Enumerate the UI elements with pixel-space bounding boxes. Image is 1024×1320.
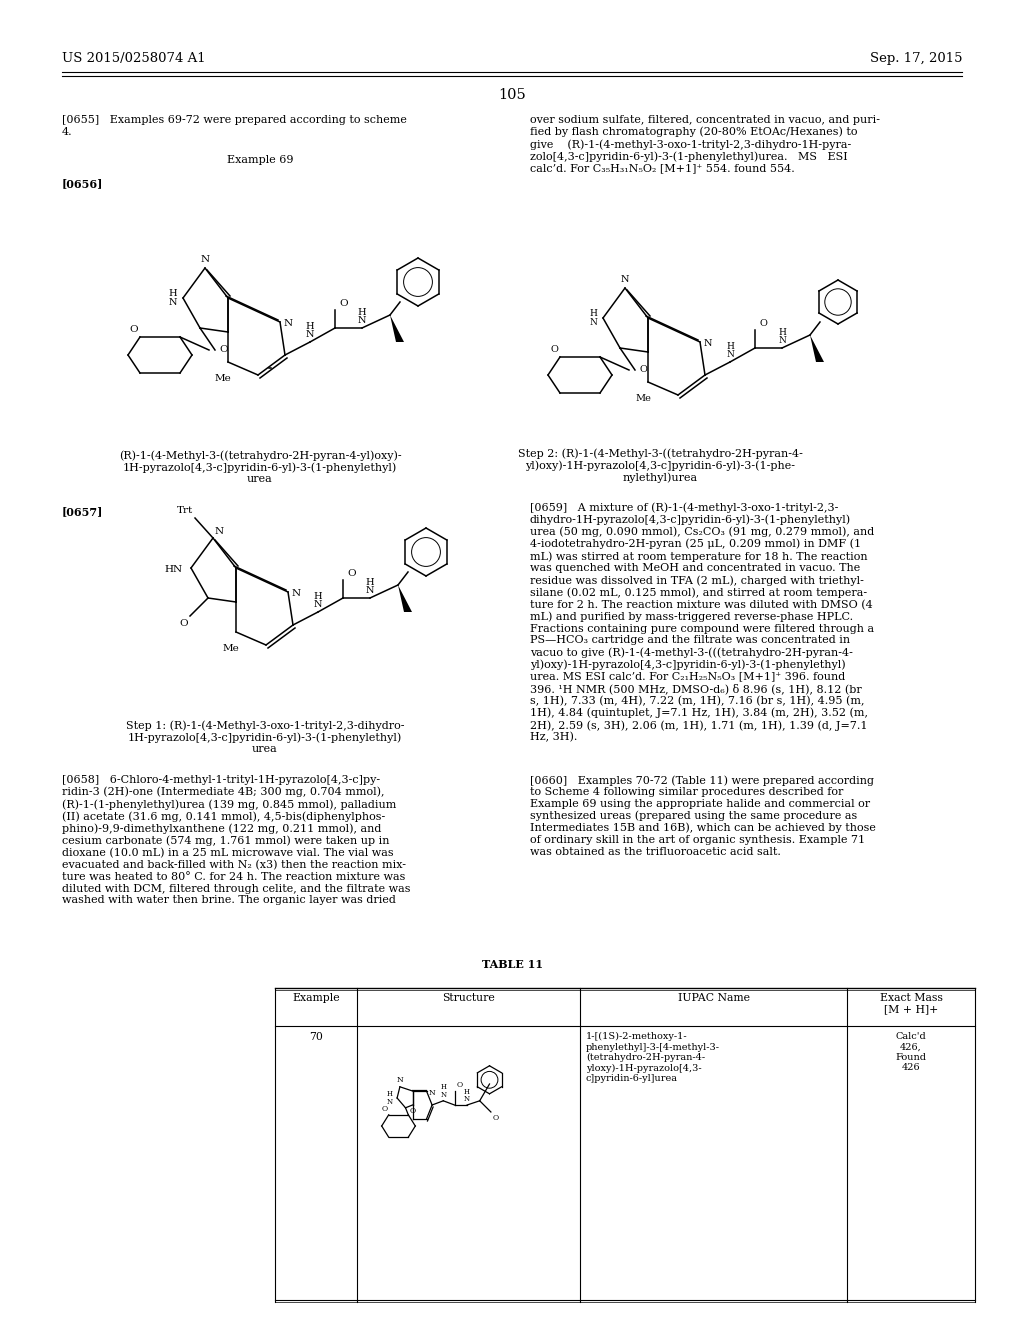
Text: N: N	[201, 255, 210, 264]
Text: 70: 70	[309, 1032, 323, 1041]
Text: H
N: H N	[306, 322, 314, 339]
Text: H
N: H N	[387, 1090, 393, 1106]
Text: IUPAC Name: IUPAC Name	[678, 993, 750, 1003]
Text: 1-[(1S)-2-methoxy-1-
phenylethyl]-3-[4-methyl-3-
(tetrahydro-2H-pyran-4-
yloxy)-: 1-[(1S)-2-methoxy-1- phenylethyl]-3-[4-m…	[586, 1032, 720, 1082]
Text: [0656]: [0656]	[62, 178, 103, 189]
Text: O: O	[410, 1107, 416, 1115]
Text: 105: 105	[498, 88, 526, 102]
Text: US 2015/0258074 A1: US 2015/0258074 A1	[62, 51, 206, 65]
Text: Trt: Trt	[177, 506, 193, 515]
Text: Me: Me	[222, 644, 240, 653]
Polygon shape	[810, 335, 824, 362]
Text: N: N	[621, 275, 630, 284]
Text: H
N: H N	[464, 1088, 470, 1104]
Text: O: O	[179, 619, 188, 628]
Text: O: O	[219, 346, 227, 355]
Text: Exact Mass
[M + H]+: Exact Mass [M + H]+	[880, 993, 942, 1015]
Text: Structure: Structure	[442, 993, 495, 1003]
Text: O: O	[382, 1105, 388, 1113]
Text: TABLE 11: TABLE 11	[481, 960, 543, 970]
Text: O: O	[129, 325, 138, 334]
Text: O: O	[347, 569, 355, 578]
Text: HN: HN	[165, 565, 183, 574]
Text: (R)-1-(4-Methyl-3-((tetrahydro-2H-pyran-4-yl)oxy)-
1H-pyrazolo[4,3-c]pyridin-6-y: (R)-1-(4-Methyl-3-((tetrahydro-2H-pyran-…	[119, 450, 401, 484]
Text: Example 69: Example 69	[226, 154, 293, 165]
Text: O: O	[339, 300, 347, 308]
Polygon shape	[390, 315, 404, 342]
Text: O: O	[457, 1081, 463, 1089]
Text: H
N: H N	[589, 309, 597, 326]
Text: Step 1: (R)-1-(4-Methyl-3-oxo-1-trityl-2,3-dihydro-
1H-pyrazolo[4,3-c]pyridin-6-: Step 1: (R)-1-(4-Methyl-3-oxo-1-trityl-2…	[126, 719, 404, 755]
Text: O: O	[493, 1114, 499, 1122]
Text: N: N	[396, 1076, 403, 1084]
Polygon shape	[398, 585, 412, 612]
Text: O: O	[550, 345, 558, 354]
Text: Step 2: (R)-1-(4-Methyl-3-((tetrahydro-2H-pyran-4-
yl)oxy)-1H-pyrazolo[4,3-c]pyr: Step 2: (R)-1-(4-Methyl-3-((tetrahydro-2…	[517, 447, 803, 483]
Text: Sep. 17, 2015: Sep. 17, 2015	[869, 51, 962, 65]
Text: O: O	[759, 319, 767, 327]
Text: Example: Example	[292, 993, 340, 1003]
Text: N: N	[215, 527, 224, 536]
Text: H
N: H N	[366, 578, 375, 595]
Text: H
N: H N	[440, 1084, 446, 1098]
Text: [0655]   Examples 69-72 were prepared according to scheme
4.: [0655] Examples 69-72 were prepared acco…	[62, 115, 407, 136]
Text: [0660]   Examples 70-72 (Table 11) were prepared according
to Scheme 4 following: [0660] Examples 70-72 (Table 11) were pr…	[530, 775, 876, 857]
Text: Calc'd
426,
Found
426: Calc'd 426, Found 426	[896, 1032, 927, 1072]
Text: H
N: H N	[313, 591, 323, 609]
Text: H
N: H N	[357, 308, 367, 325]
Text: over sodium sulfate, filtered, concentrated in vacuo, and puri-
fied by flash ch: over sodium sulfate, filtered, concentra…	[530, 115, 880, 173]
Text: [0659]   A mixture of (R)-1-(4-methyl-3-oxo-1-trityl-2,3-
dihydro-1H-pyrazolo[4,: [0659] A mixture of (R)-1-(4-methyl-3-ox…	[530, 502, 874, 743]
Text: H
N: H N	[778, 327, 786, 345]
Text: N: N	[284, 319, 293, 329]
Text: H
N: H N	[726, 342, 734, 359]
Text: O: O	[639, 366, 647, 375]
Text: [0657]: [0657]	[62, 506, 103, 517]
Text: N: N	[705, 339, 713, 348]
Text: N: N	[292, 590, 301, 598]
Text: Me: Me	[635, 393, 651, 403]
Text: Me: Me	[215, 374, 231, 383]
Text: H
N: H N	[168, 289, 177, 306]
Text: [0658]   6-Chloro-4-methyl-1-trityl-1H-pyrazolo[4,3-c]py-
ridin-3 (2H)-one (Inte: [0658] 6-Chloro-4-methyl-1-trityl-1H-pyr…	[62, 775, 411, 906]
Text: N: N	[428, 1089, 435, 1097]
